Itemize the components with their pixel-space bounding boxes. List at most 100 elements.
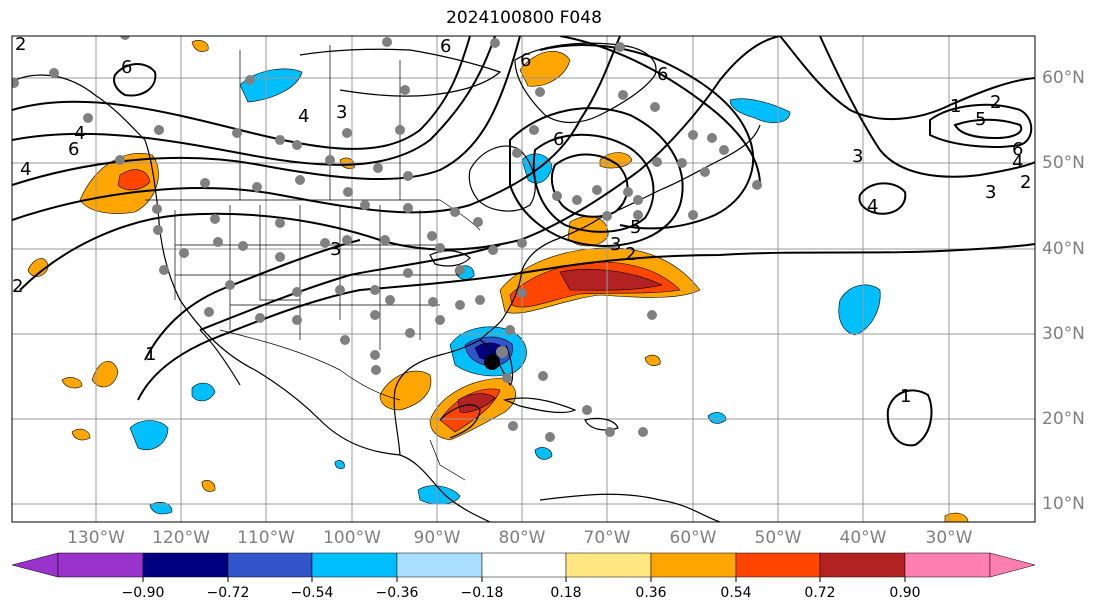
latitude-label: 60°N	[1042, 68, 1085, 88]
colorbar-tick-label: −0.18	[460, 585, 504, 601]
contour-label: 6	[520, 50, 531, 71]
warm-anomaly-small-2	[71, 428, 91, 441]
warm-anomaly-pacific-west	[27, 258, 49, 277]
colorbar-segment	[227, 552, 313, 578]
colorbar-tick-label: −0.36	[375, 585, 419, 601]
colorbar-segment	[904, 552, 991, 578]
warm-anomaly-greenland	[519, 51, 571, 87]
longitude-label: 110°W	[237, 528, 295, 548]
contour-label: 3	[852, 146, 863, 167]
contour-label: 2	[990, 92, 1001, 113]
hurricane-center-ring	[496, 346, 508, 358]
contour-label: 1	[950, 96, 961, 117]
warm-anomaly-pacific-small	[91, 361, 119, 388]
baja-california	[199, 329, 241, 386]
warm-anomaly-labrador	[599, 152, 633, 169]
contour-label: 1	[900, 386, 911, 407]
yucatan	[439, 404, 481, 439]
strong-warm-anomaly-nw-pacific	[117, 169, 151, 191]
observation-stations	[12, 36, 762, 442]
contour-label: 4	[74, 123, 85, 144]
contour-label: 4	[867, 196, 878, 217]
longitude-label: 120°W	[152, 528, 210, 548]
contour-label: 2	[1020, 172, 1031, 193]
longitude-label: 90°W	[413, 528, 461, 548]
latitude-label: 30°N	[1042, 324, 1085, 344]
contour-label: 6	[657, 64, 668, 85]
cold-anomaly-pacific-2	[191, 382, 216, 402]
cuba	[503, 397, 577, 414]
contour-label: 3	[610, 234, 621, 255]
anomaly-shading	[27, 40, 969, 522]
cold-anomaly-pacific	[129, 420, 169, 450]
coastlines	[14, 42, 761, 522]
contour-label: 4	[20, 159, 31, 180]
contour-label: 5	[975, 109, 986, 130]
contour-label: 5	[630, 217, 641, 238]
latitude-label: 10°N	[1042, 494, 1085, 514]
warm-anomaly-mexico	[379, 370, 432, 411]
cold-anomaly-alaska	[239, 68, 303, 103]
colorbar-segment	[396, 552, 483, 578]
gridlines	[12, 36, 1035, 522]
colorbar-tick-label: 0.36	[635, 585, 667, 601]
hispaniola	[584, 417, 619, 431]
us-gulf-and-east-coast	[393, 217, 601, 456]
florida-peninsula	[479, 339, 514, 387]
contour-label: 3	[336, 102, 347, 123]
colorbar-segment-extend-low	[11, 552, 59, 578]
colorbar-tick-label: −0.90	[121, 585, 165, 601]
warm-anomaly-small-3	[191, 40, 209, 52]
contour-label: 3	[985, 182, 996, 203]
contour-label: 1	[145, 344, 156, 365]
longitude-label: 70°W	[583, 528, 631, 548]
colorbar-segment	[650, 552, 737, 578]
pressure-contours	[12, 36, 1035, 447]
longitude-label: 50°W	[754, 528, 802, 548]
longitude-label: 100°W	[323, 528, 381, 548]
colorbar	[11, 552, 1036, 582]
contour-label: 3	[330, 239, 341, 260]
warm-anomaly-small-1	[61, 377, 83, 389]
colorbar-segment	[311, 552, 398, 578]
warm-anomaly-small-4	[201, 480, 216, 492]
max-warm-anomaly-caribbean	[457, 393, 496, 413]
contour-label: 6	[553, 129, 564, 150]
longitude-label: 30°W	[925, 528, 973, 548]
canada-east-coast	[599, 124, 761, 219]
warm-anomaly-small-5	[644, 354, 661, 366]
latitude-label: 40°N	[1042, 239, 1085, 259]
cold-anomaly-atlantic	[838, 284, 881, 336]
colorbar-tick-label: −0.54	[290, 585, 334, 601]
colorbar-tick-label: 0.90	[889, 585, 921, 601]
hudson-bay	[468, 145, 536, 212]
colorbar-tick-label: −0.72	[206, 585, 250, 601]
colorbar-tick-label: 0.18	[550, 585, 582, 601]
colorbar-segment	[565, 552, 652, 578]
colorbar-tick-label: 0.54	[720, 585, 752, 601]
contour-label: 6	[1012, 139, 1023, 160]
colorbar-segment	[735, 552, 821, 578]
cold-anomaly-atlantic-2	[707, 412, 727, 424]
colorbar-segment	[481, 552, 567, 578]
contour-label: 2	[625, 244, 636, 265]
contour-labels: 6 4 6 4 3 4 3 6 1 6 6 5 3 2 3 2 1 2 6 4 …	[12, 34, 1031, 407]
colorbar-segment	[142, 552, 229, 578]
cold-anomaly-caribbean	[534, 447, 553, 460]
contour-label: 4	[1012, 152, 1023, 173]
map-frame	[11, 35, 1036, 523]
contour-label: 4	[298, 106, 309, 127]
longitude-label: 80°W	[498, 528, 546, 548]
map-title: 2024100800 F048	[446, 8, 602, 28]
colorbar-segment-extend-high	[989, 552, 1036, 578]
contour-label: 2	[12, 276, 23, 297]
colorbar-tick-label: 0.72	[804, 585, 836, 601]
cold-anomaly-pacific-4	[149, 502, 173, 515]
contour-label: 6	[440, 36, 451, 57]
canadian-arctic	[299, 48, 502, 97]
latitude-label: 50°N	[1042, 153, 1085, 173]
contour-label: 2	[15, 34, 26, 55]
contour-label: 6	[68, 139, 79, 160]
cold-anomaly-small	[334, 460, 345, 469]
